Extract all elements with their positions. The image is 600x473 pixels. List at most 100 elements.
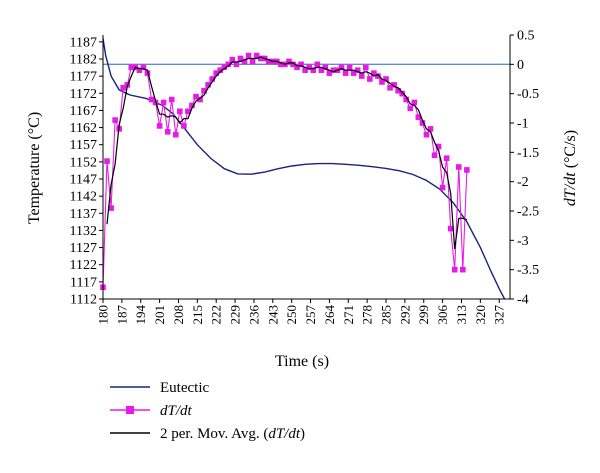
dtdt-marker [395,87,401,94]
dtdt-marker [233,61,240,68]
dtdt-marker [460,266,466,273]
right-tick-label: -2.5 [517,205,539,220]
dtdt-marker [177,108,183,115]
right-tick-label: -3 [517,234,529,249]
left-tick-label: 1157 [70,138,97,153]
x-tick-label: 229 [228,305,243,325]
dtdt-marker [253,52,260,59]
dtdt-marker [217,67,224,73]
dtdt-marker [439,184,446,191]
dtdt-marker [326,70,333,76]
left-tick-label: 1137 [70,207,97,222]
dtdt-marker [443,155,450,161]
dtdt-marker [391,82,397,88]
x-tick-label: 215 [190,305,205,325]
series-moving-average-line [106,56,468,250]
dtdt-marker [249,58,256,65]
left-tick-label: 1187 [70,35,97,50]
dtdt-marker [464,167,470,173]
dtdt-marker [286,58,292,65]
dtdt-marker [278,61,284,68]
dtdt-marker [362,64,369,71]
dtdt-marker [423,131,430,138]
left-tick-label: 1177 [70,70,97,85]
series-layer [100,38,506,300]
dtdt-marker [148,96,155,103]
dtdt-marker [350,70,357,76]
dtdt-marker [160,99,167,106]
dtdt-marker [322,64,329,71]
dtdt-marker [290,61,296,68]
left-tick-label: 1132 [70,224,97,239]
dtdt-marker [128,64,135,71]
dtdt-marker [112,117,118,123]
dtdt-marker [120,85,127,91]
dtdt-marker [144,70,151,76]
dtdt-marker [330,67,337,73]
dtdt-marker [419,120,426,126]
dtdt-marker [387,85,393,91]
legend-label: 2 per. Mov. Avg. (dT/dt) [160,426,305,442]
dtdt-marker [403,96,410,103]
dtdt-marker [294,64,300,71]
dtdt-marker [407,105,414,112]
dtdt-marker [104,158,110,164]
left-tick-label: 1142 [70,190,97,205]
dtdt-marker [338,64,345,71]
dtdt-marker [201,87,207,94]
x-tick-label: 306 [435,305,450,325]
x-tick-label: 271 [341,305,356,325]
dtdt-marker [447,225,454,232]
dtdt-marker [298,61,304,68]
left-tick-label: 1122 [70,258,97,273]
dtdt-marker [310,67,317,73]
left-tick-label: 1182 [70,53,97,68]
legend: Eutectic dT/dt 2 per. Mov. Avg. (dT/dt) [110,380,305,442]
legend-item-eutectic: Eutectic [110,380,209,396]
dtdt-marker [197,96,203,103]
dtdt-marker [379,79,385,85]
dtdt-marker [346,64,353,71]
dtdt-marker [415,114,422,120]
legend-item-dtdt: dT/dt [110,403,193,419]
dtdt-marker [221,64,228,71]
dtdt-marker [237,55,244,62]
right-tick-label: -1 [517,117,529,132]
dtdt-marker [265,58,272,65]
x-tick-label: 187 [114,305,129,325]
x-tick-label: 320 [473,305,488,325]
left-tick-label: 1167 [70,104,97,119]
legend-label: Eutectic [160,380,209,396]
left-tick-label: 1162 [70,121,97,136]
right-axis-title: dT/dt (°C/s) [562,130,579,206]
dtdt-marker [189,102,195,109]
dtdt-marker [451,266,458,273]
dtdt-marker [411,99,418,106]
dtdt-marker [136,67,143,73]
right-tick-label: -4 [517,293,529,308]
dtdt-marker [318,67,325,73]
right-tick-labels: -4 -3.5 -3 -2.5 -2 -1.5 -1 -0.5 0 0.5 [510,29,539,308]
x-tick-label: 313 [454,305,469,325]
dtdt-marker [399,90,405,97]
left-tick-labels: 1112 1117 1122 1127 1132 1137 1142 1147 1152 1157… [70,35,103,308]
left-tick-label: 1112 [70,293,97,308]
right-tick-label: 0 [517,58,524,73]
dtdt-marker [427,126,434,132]
dtdt-marker [371,70,377,76]
dtdt-marker [193,93,199,100]
dtdt-marker [185,108,191,115]
dtdt-marker [172,131,179,138]
right-tick-label: -3.5 [517,263,539,278]
dtdt-marker [257,55,264,62]
left-tick-label: 1172 [70,87,97,102]
x-tick-label: 180 [96,305,111,325]
x-tick-label: 250 [284,305,299,325]
left-tick-label: 1117 [70,275,97,290]
dtdt-marker [358,73,365,79]
x-tick-label: 243 [265,305,280,325]
legend-label: dT/dt [160,403,193,419]
dtdt-marker [181,123,187,129]
dtdt-marker [354,67,361,73]
